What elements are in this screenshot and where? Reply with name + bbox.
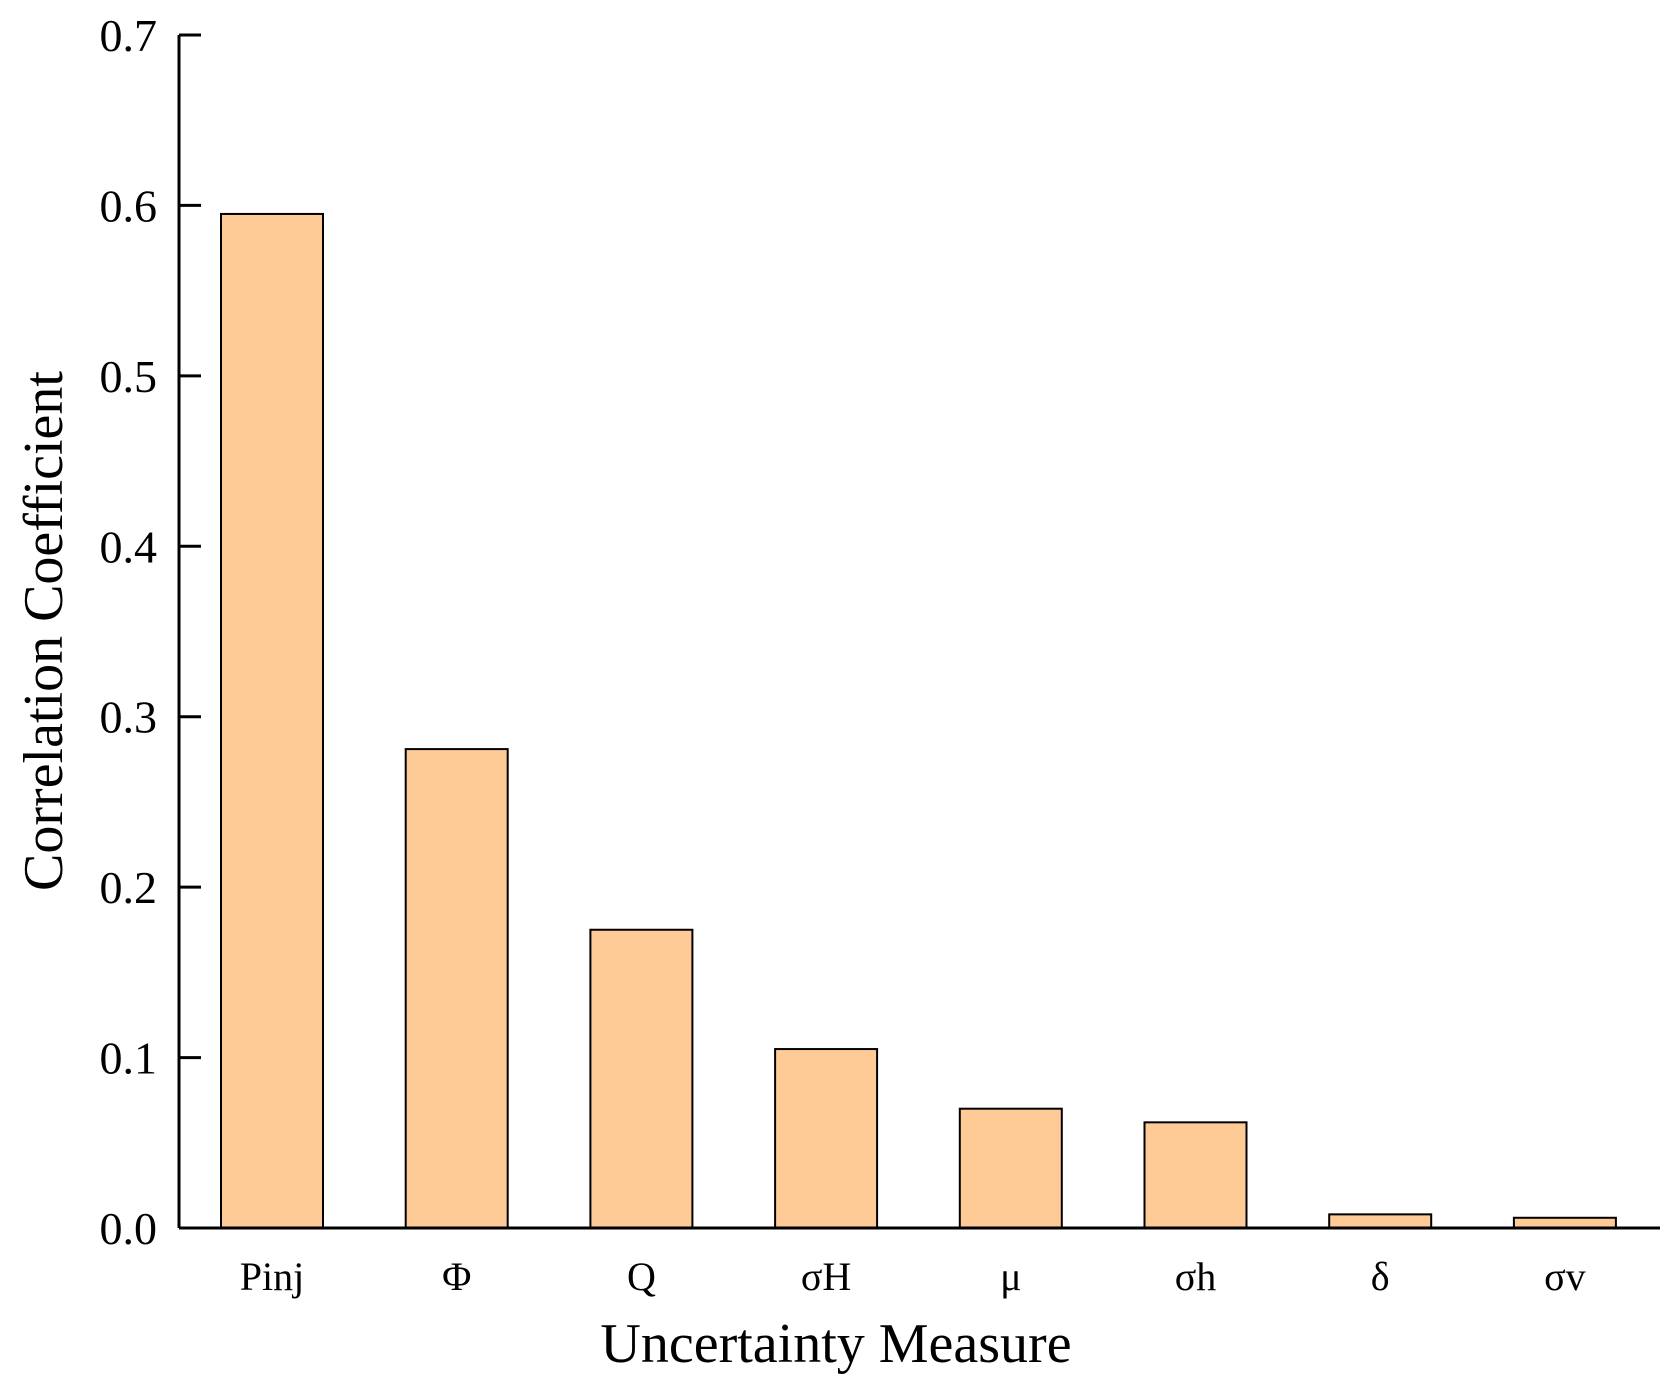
x-tick-label: σH [801, 1254, 851, 1299]
bar-6 [1328, 1213, 1433, 1230]
bar-2 [589, 928, 694, 1229]
bar-5 [1143, 1121, 1248, 1229]
bar-1 [404, 748, 509, 1229]
x-tick-label: Q [627, 1254, 656, 1299]
y-tick-label: 0.1 [100, 1033, 158, 1084]
y-tick-label: 0.0 [100, 1203, 158, 1254]
x-tick-label: μ [1000, 1254, 1021, 1299]
x-tick-label: Φ [442, 1254, 471, 1299]
y-tick-label: 0.7 [100, 10, 158, 61]
y-tick-label: 0.6 [100, 180, 158, 231]
y-tick-label: 0.4 [100, 521, 158, 572]
bar-4 [958, 1107, 1063, 1229]
x-tick-label: σh [1175, 1254, 1217, 1299]
y-ticks: 0.0 0.1 0.2 0.3 0.4 0.5 0.6 0.7 [100, 10, 201, 1254]
bar-3 [774, 1048, 879, 1230]
bars-layer [220, 212, 1617, 1230]
x-tick-label: σv [1544, 1254, 1586, 1299]
bar-7 [1512, 1216, 1617, 1230]
bar-0 [220, 212, 324, 1229]
y-tick-label: 0.3 [100, 692, 158, 743]
x-axis-title: Uncertainty Measure [600, 1313, 1071, 1375]
axes-layer [177, 35, 1660, 1230]
x-tick-label: Pinj [240, 1254, 304, 1299]
y-tick-label: 0.2 [100, 862, 158, 913]
y-tick-label: 0.5 [100, 351, 158, 402]
x-tick-label: δ [1371, 1254, 1390, 1299]
y-axis-title: Correlation Coefficient [13, 371, 75, 891]
